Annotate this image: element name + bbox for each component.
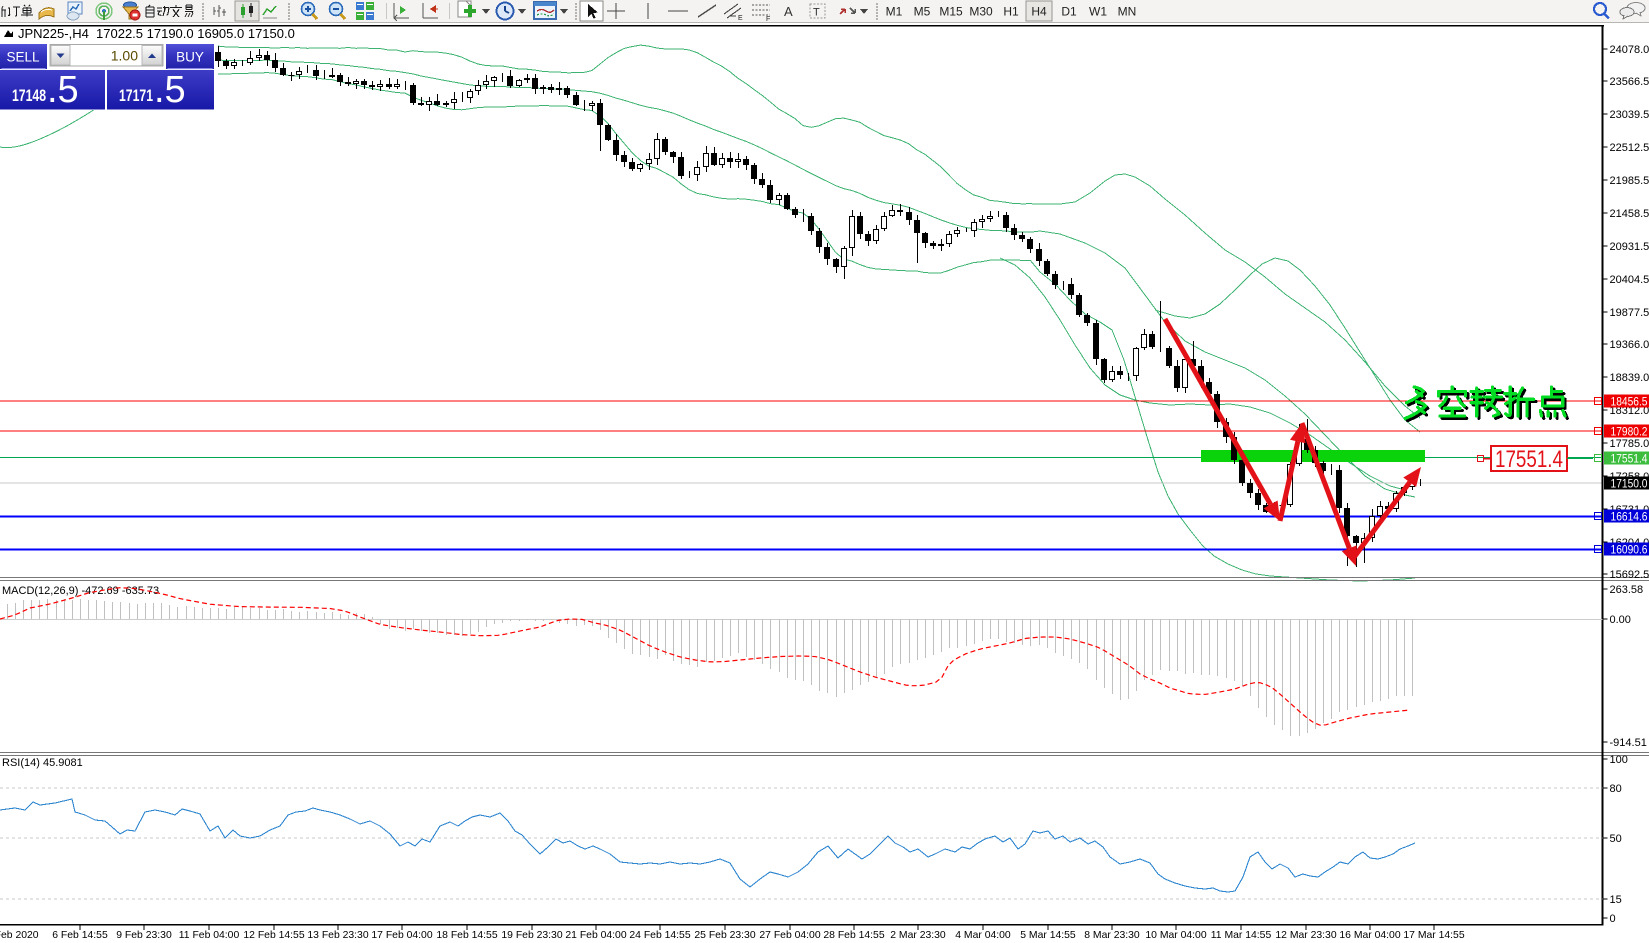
svg-text:28 Feb 14:55: 28 Feb 14:55 bbox=[823, 930, 884, 941]
svg-text:17150.0: 17150.0 bbox=[1611, 479, 1648, 491]
svg-text:23039.5: 23039.5 bbox=[1610, 109, 1649, 121]
svg-text:19366.0: 19366.0 bbox=[1610, 339, 1649, 351]
svg-text:F: F bbox=[766, 16, 770, 23]
svg-text:20404.5: 20404.5 bbox=[1610, 274, 1649, 286]
svg-text:BUY: BUY bbox=[176, 50, 204, 65]
svg-text:D1: D1 bbox=[1061, 5, 1077, 19]
svg-text:9 Feb 23:30: 9 Feb 23:30 bbox=[116, 930, 172, 941]
svg-text:-914.51: -914.51 bbox=[1610, 737, 1647, 749]
svg-text:4 Feb 2020: 4 Feb 2020 bbox=[0, 930, 39, 941]
svg-text:6 Feb 14:55: 6 Feb 14:55 bbox=[52, 930, 108, 941]
svg-text:50: 50 bbox=[1610, 833, 1622, 845]
svg-text:17 Mar 14:55: 17 Mar 14:55 bbox=[1403, 930, 1464, 941]
svg-text:17148: 17148 bbox=[12, 86, 46, 105]
svg-text:2 Mar 23:30: 2 Mar 23:30 bbox=[890, 930, 946, 941]
svg-text:19 Feb 23:30: 19 Feb 23:30 bbox=[501, 930, 562, 941]
svg-text:12 Feb 14:55: 12 Feb 14:55 bbox=[243, 930, 304, 941]
svg-text:21458.5: 21458.5 bbox=[1610, 208, 1649, 220]
svg-text:11 Mar 14:55: 11 Mar 14:55 bbox=[1211, 930, 1272, 941]
svg-text:0.00: 0.00 bbox=[1610, 614, 1631, 626]
svg-text:16 Mar 04:00: 16 Mar 04:00 bbox=[1339, 930, 1400, 941]
svg-text:17980.2: 17980.2 bbox=[1611, 427, 1648, 439]
svg-text:12 Mar 23:30: 12 Mar 23:30 bbox=[1275, 930, 1336, 941]
svg-text:JPN225-,H4 17022.5 17190.0 16: JPN225-,H4 17022.5 17190.0 16905.0 17150… bbox=[18, 26, 295, 41]
svg-text:15: 15 bbox=[1610, 894, 1622, 906]
svg-text:17785.0: 17785.0 bbox=[1610, 438, 1649, 450]
svg-text:22512.5: 22512.5 bbox=[1610, 142, 1649, 154]
svg-text:5 Mar 14:55: 5 Mar 14:55 bbox=[1020, 930, 1076, 941]
svg-text:RSI(14) 45.9081: RSI(14) 45.9081 bbox=[2, 757, 83, 769]
svg-text:8 Mar 23:30: 8 Mar 23:30 bbox=[1084, 930, 1140, 941]
svg-text:11 Feb 04:00: 11 Feb 04:00 bbox=[179, 930, 240, 941]
svg-text:M15: M15 bbox=[939, 5, 963, 19]
svg-text:80: 80 bbox=[1610, 783, 1622, 795]
svg-text:17551.4: 17551.4 bbox=[1495, 446, 1563, 473]
svg-text:4 Mar 04:00: 4 Mar 04:00 bbox=[955, 930, 1011, 941]
svg-text:25 Feb 23:30: 25 Feb 23:30 bbox=[694, 930, 755, 941]
svg-text:13 Feb 23:30: 13 Feb 23:30 bbox=[307, 930, 368, 941]
svg-text:15692.5: 15692.5 bbox=[1610, 569, 1649, 581]
svg-text:W1: W1 bbox=[1089, 5, 1107, 19]
svg-text:21 Feb 04:00: 21 Feb 04:00 bbox=[565, 930, 626, 941]
svg-text:T: T bbox=[813, 7, 820, 19]
svg-text:MN: MN bbox=[1118, 5, 1137, 19]
svg-text:17551.4: 17551.4 bbox=[1611, 454, 1649, 466]
svg-text:M5: M5 bbox=[914, 5, 931, 19]
svg-text:16614.6: 16614.6 bbox=[1611, 512, 1648, 524]
svg-text:1.00: 1.00 bbox=[111, 48, 138, 64]
svg-text:M1: M1 bbox=[886, 5, 903, 19]
svg-text:27 Feb 04:00: 27 Feb 04:00 bbox=[759, 930, 820, 941]
svg-text:24078.0: 24078.0 bbox=[1610, 44, 1649, 56]
svg-text:.5: .5 bbox=[47, 69, 79, 111]
svg-text:H4: H4 bbox=[1031, 5, 1047, 19]
svg-text:18839.0: 18839.0 bbox=[1610, 372, 1649, 384]
svg-text:263.58: 263.58 bbox=[1610, 584, 1644, 596]
svg-text:21985.5: 21985.5 bbox=[1610, 175, 1649, 187]
svg-text:18 Feb 14:55: 18 Feb 14:55 bbox=[436, 930, 497, 941]
svg-text:0: 0 bbox=[1610, 913, 1616, 925]
svg-text:18312.0: 18312.0 bbox=[1610, 405, 1649, 417]
svg-text:M30: M30 bbox=[969, 5, 993, 19]
svg-text:16090.6: 16090.6 bbox=[1611, 545, 1648, 557]
svg-text:100: 100 bbox=[1610, 754, 1628, 766]
svg-text:24 Feb 14:55: 24 Feb 14:55 bbox=[629, 930, 690, 941]
svg-text:SELL: SELL bbox=[6, 50, 40, 65]
svg-text:18456.5: 18456.5 bbox=[1611, 397, 1648, 409]
svg-text:20931.5: 20931.5 bbox=[1610, 241, 1649, 253]
svg-text:10 Mar 04:00: 10 Mar 04:00 bbox=[1145, 930, 1206, 941]
svg-text:17 Feb 04:00: 17 Feb 04:00 bbox=[371, 930, 432, 941]
svg-text:E: E bbox=[738, 15, 743, 22]
svg-text:19877.5: 19877.5 bbox=[1610, 307, 1649, 319]
svg-text:H1: H1 bbox=[1003, 5, 1019, 19]
svg-text:23566.5: 23566.5 bbox=[1610, 76, 1649, 88]
svg-text:A: A bbox=[784, 4, 793, 19]
svg-text:.5: .5 bbox=[154, 69, 186, 111]
svg-text:17171: 17171 bbox=[119, 86, 153, 105]
